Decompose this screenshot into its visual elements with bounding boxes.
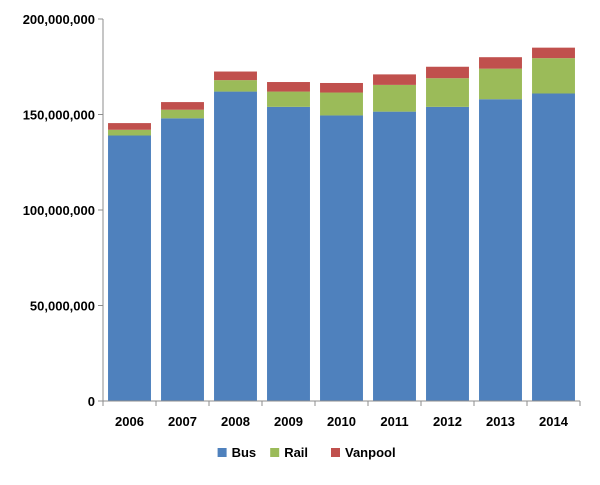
x-tick-label: 2006 [115, 414, 144, 429]
bar-bus-2006 [108, 135, 151, 401]
x-tick-label: 2011 [380, 414, 408, 429]
bar-vanpool-2012 [426, 66, 469, 79]
x-tick-label: 2013 [486, 414, 515, 429]
legend-label: Vanpool [345, 445, 396, 460]
bar-rail-2012 [426, 78, 469, 107]
bar-bus-2012 [426, 106, 469, 402]
legend: Bus Rail Vanpool [217, 445, 396, 460]
y-tick-label: 0 [88, 394, 95, 409]
legend-swatch [217, 448, 227, 457]
bar-rail-2006 [108, 129, 151, 136]
x-axis: 2006 2007 2008 2009 2010 2011 2012 2013 2014 [102, 400, 581, 429]
legend-item-rail: Rail [270, 445, 308, 460]
bar-vanpool-2009 [267, 82, 310, 92]
bar-rail-2011 [373, 84, 416, 112]
x-tick-label: 2007 [168, 414, 197, 429]
bar-vanpool-2014 [532, 47, 575, 59]
bar-vanpool-2007 [161, 102, 204, 110]
bar-bus-2014 [532, 93, 575, 402]
bar-bus-2010 [320, 115, 363, 401]
bar-bus-2007 [161, 118, 204, 401]
bar-vanpool-2010 [320, 82, 363, 93]
bar-vanpool-2013 [479, 57, 522, 69]
y-tick-label: 50,000,000 [30, 299, 95, 314]
bar-rail-2010 [320, 92, 363, 116]
bar-vanpool-2011 [373, 74, 416, 85]
y-axis: 0 50,000,000 100,000,000 150,000,000 200,000… [23, 12, 104, 409]
bar-rail-2007 [161, 109, 204, 119]
bar-vanpool-2008 [214, 71, 257, 81]
x-tick-label: 2014 [539, 414, 569, 429]
x-tick-label: 2008 [221, 414, 250, 429]
x-tick-label: 2009 [274, 414, 303, 429]
bars [108, 47, 575, 402]
bar-rail-2009 [267, 91, 310, 107]
legend-swatch [331, 448, 340, 457]
y-tick-label: 100,000,000 [23, 203, 95, 218]
legend-label: Bus [232, 445, 257, 460]
y-tick-label: 200,000,000 [23, 12, 95, 27]
bar-bus-2008 [214, 91, 257, 401]
bar-rail-2008 [214, 80, 257, 92]
bar-rail-2014 [532, 58, 575, 94]
legend-swatch [270, 448, 280, 457]
y-tick-label: 150,000,000 [23, 108, 95, 123]
x-tick-label: 2010 [327, 414, 356, 429]
bar-rail-2013 [479, 68, 522, 100]
legend-item-vanpool: Vanpool [331, 445, 396, 460]
bar-bus-2011 [373, 111, 416, 401]
x-tick-label: 2012 [433, 414, 462, 429]
bar-bus-2009 [267, 106, 310, 402]
bar-bus-2013 [479, 99, 522, 401]
legend-item-bus: Bus [217, 445, 257, 460]
legend-label: Rail [284, 445, 308, 460]
bar-vanpool-2006 [108, 123, 151, 130]
